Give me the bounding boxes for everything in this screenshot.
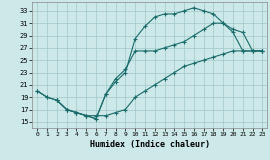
X-axis label: Humidex (Indice chaleur): Humidex (Indice chaleur) bbox=[90, 140, 210, 149]
